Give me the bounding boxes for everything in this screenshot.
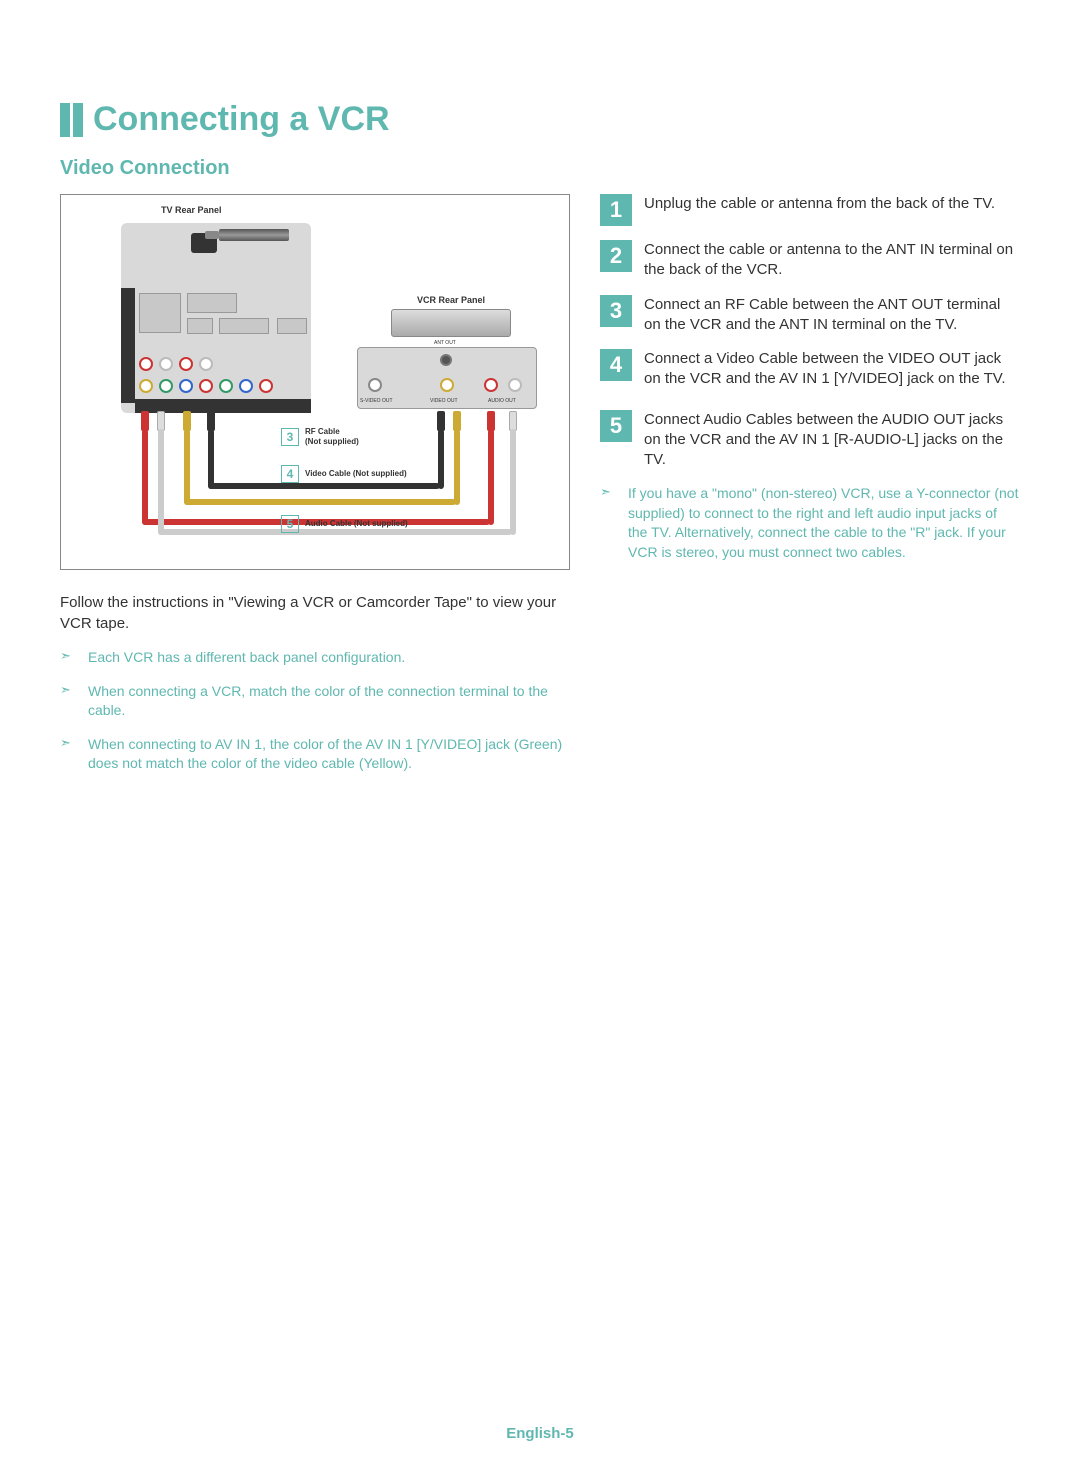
vcr-audio-r-port — [484, 378, 498, 392]
section-subtitle: Video Connection — [60, 157, 1020, 180]
step-3-num: 3 — [600, 295, 632, 327]
plug-yellow-tv — [183, 411, 191, 431]
arrow-icon: ➣ — [60, 682, 78, 721]
below-bullet-2: ➣ When connecting a VCR, match the color… — [60, 682, 570, 721]
plug-red-tv — [141, 411, 149, 431]
vcr-video-port — [440, 378, 454, 392]
plug-yellow-vcr — [453, 411, 461, 431]
step-1-text: Unplug the cable or antenna from the bac… — [644, 194, 995, 226]
step-5: 5 Connect Audio Cables between the AUDIO… — [600, 410, 1020, 471]
step-3: 3 Connect an RF Cable between the ANT OU… — [600, 295, 1020, 336]
title-bars-icon — [60, 103, 83, 137]
vcr-svideo-label: S-VIDEO OUT — [360, 398, 393, 404]
vcr-rear-panel: ANT OUT S-VIDEO OUT VIDEO OUT AUDIO OUT — [357, 347, 537, 409]
right-note: ➣ If you have a "mono" (non-stereo) VCR,… — [600, 484, 1020, 562]
callout-4-text: Video Cable (Not supplied) — [305, 469, 407, 479]
step-2: 2 Connect the cable or antenna to the AN… — [600, 240, 1020, 281]
ant-plug-icon — [219, 229, 289, 241]
callout-5: 5 Audio Cable (Not supplied) — [281, 515, 408, 533]
callout-5-text: Audio Cable (Not supplied) — [305, 519, 408, 529]
vcr-video-label: VIDEO OUT — [430, 398, 458, 404]
step-1: 1 Unplug the cable or antenna from the b… — [600, 194, 1020, 226]
vcr-svideo-port — [368, 378, 382, 392]
plug-black-tv — [207, 411, 215, 431]
below-bullet-2-text: When connecting a VCR, match the color o… — [88, 682, 570, 721]
arrow-icon: ➣ — [60, 735, 78, 774]
callout-3-num: 3 — [281, 428, 299, 446]
vcr-ant-out-port — [440, 354, 452, 366]
step-2-text: Connect the cable or antenna to the ANT … — [644, 240, 1020, 281]
callout-3: 3 RF Cable (Not supplied) — [281, 427, 359, 446]
page-footer: English-5 — [0, 1425, 1080, 1442]
left-column: TV Rear Panel VCR Rear — [60, 194, 570, 774]
vcr-ant-out-label: ANT OUT — [434, 340, 456, 346]
below-bullet-3-text: When connecting to AV IN 1, the color of… — [88, 735, 570, 774]
connection-diagram: TV Rear Panel VCR Rear — [60, 194, 570, 570]
step-4: 4 Connect a Video Cable between the VIDE… — [600, 349, 1020, 390]
vcr-unit-icon — [391, 309, 511, 337]
below-bullet-3: ➣ When connecting to AV IN 1, the color … — [60, 735, 570, 774]
below-bullet-1-text: Each VCR has a different back panel conf… — [88, 648, 405, 668]
plug-white-vcr — [509, 411, 517, 431]
vcr-audio-l-port — [508, 378, 522, 392]
step-2-num: 2 — [600, 240, 632, 272]
step-1-num: 1 — [600, 194, 632, 226]
plug-black-vcr — [437, 411, 445, 431]
below-intro: Follow the instructions in "Viewing a VC… — [60, 592, 570, 634]
step-5-text: Connect Audio Cables between the AUDIO O… — [644, 410, 1020, 471]
step-3-text: Connect an RF Cable between the ANT OUT … — [644, 295, 1020, 336]
step-4-text: Connect a Video Cable between the VIDEO … — [644, 349, 1020, 390]
below-bullet-1: ➣ Each VCR has a different back panel co… — [60, 648, 570, 668]
arrow-icon: ➣ — [600, 484, 618, 562]
step-5-num: 5 — [600, 410, 632, 442]
callout-5-num: 5 — [281, 515, 299, 533]
content-columns: TV Rear Panel VCR Rear — [60, 194, 1020, 774]
right-column: 1 Unplug the cable or antenna from the b… — [600, 194, 1020, 563]
right-note-text: If you have a "mono" (non-stereo) VCR, u… — [628, 484, 1020, 562]
callout-3-text: RF Cable (Not supplied) — [305, 427, 359, 446]
tv-panel-label: TV Rear Panel — [161, 205, 222, 215]
plug-red-vcr — [487, 411, 495, 431]
plug-white-tv — [157, 411, 165, 431]
page-title: Connecting a VCR — [93, 100, 390, 139]
tv-rear-panel — [121, 223, 311, 413]
title-row: Connecting a VCR — [60, 100, 1020, 139]
vcr-panel-label: VCR Rear Panel — [417, 295, 485, 305]
callout-4-num: 4 — [281, 465, 299, 483]
callout-4: 4 Video Cable (Not supplied) — [281, 465, 407, 483]
step-4-num: 4 — [600, 349, 632, 381]
arrow-icon: ➣ — [60, 648, 78, 668]
vcr-audio-label: AUDIO OUT — [488, 398, 516, 404]
